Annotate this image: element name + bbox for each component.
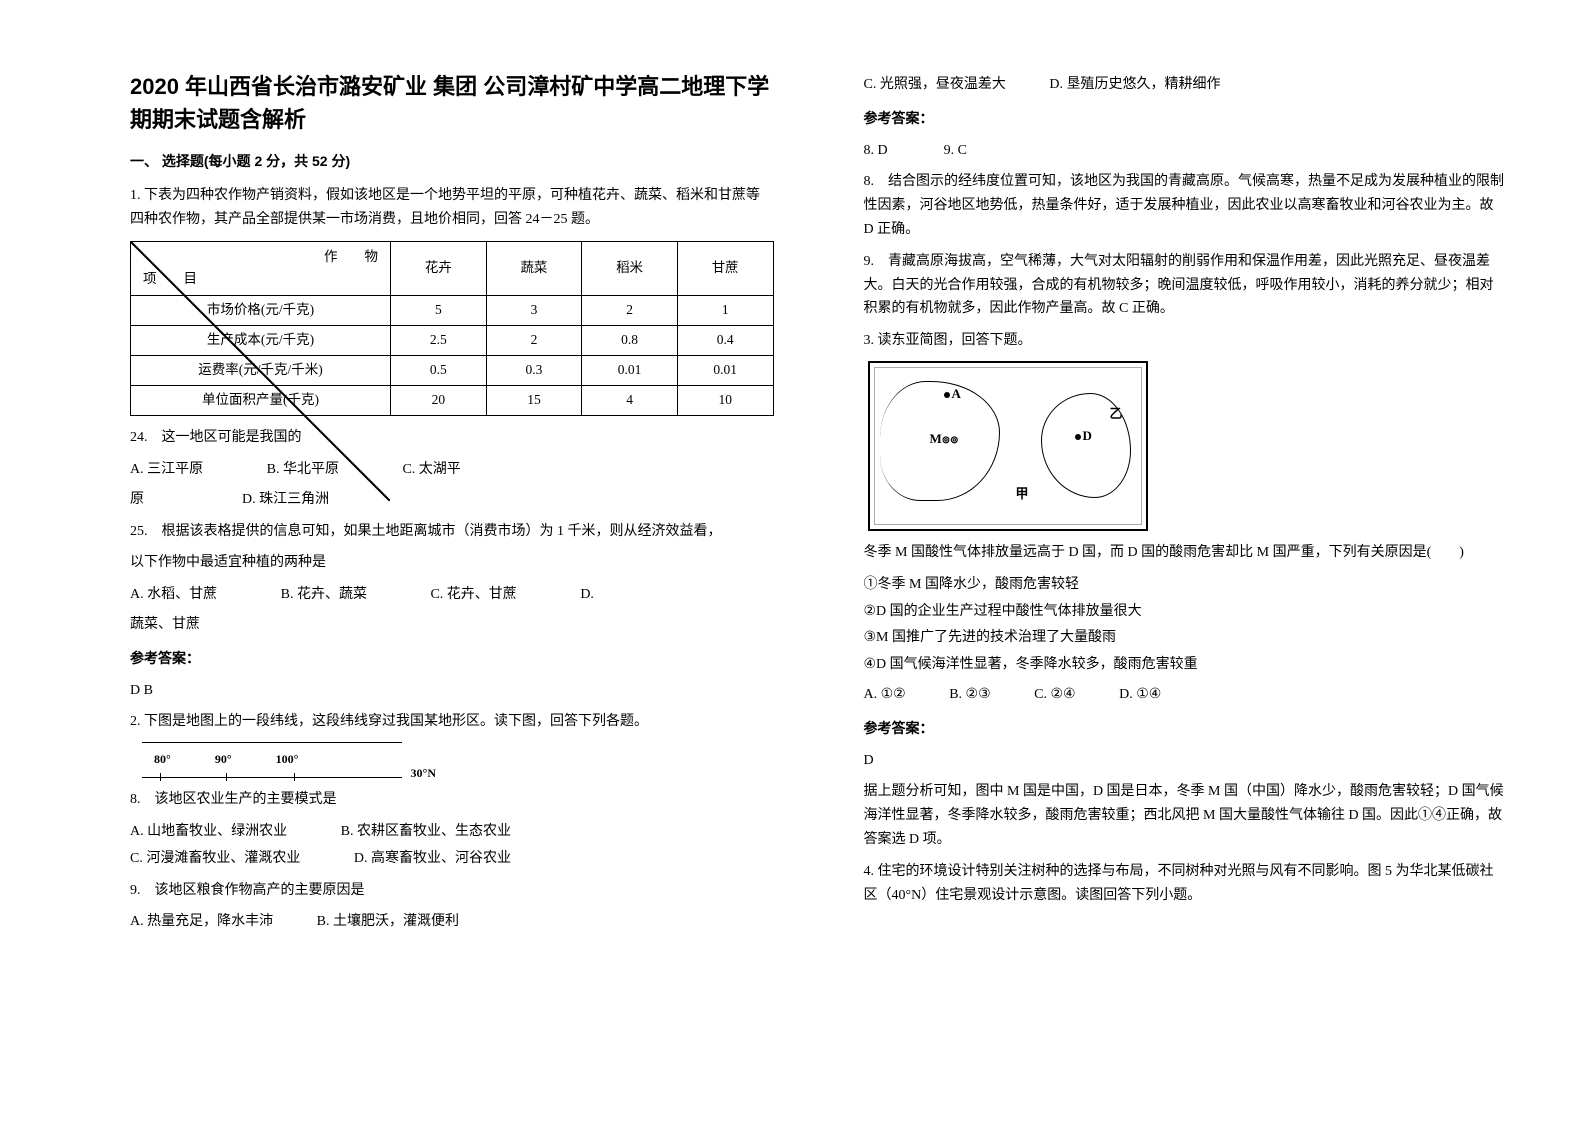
cell: 0.8 <box>582 326 678 356</box>
opt-d: D. ①④ <box>1119 683 1161 707</box>
latitude-figure: 80° 90° 100° 30°N <box>130 742 774 778</box>
page-title: 2020 年山西省长治市潞安矿业 集团 公司漳村矿中学高二地理下学期期末试题含解… <box>130 70 774 136</box>
q2-stem: 2. 下图是地图上的一段纬线，这段纬线穿过我国某地形区。读下图，回答下列各题。 <box>130 710 774 734</box>
map-label-yi: 乙 <box>1110 403 1123 425</box>
q4-stem: 4. 住宅的环境设计特别关注树种的选择与布局，不同树种对光照与风有不同影响。图 … <box>864 860 1508 908</box>
q2-answer: 8. D 9. C <box>864 139 1508 163</box>
opt-c: C. 光照强，昼夜温差大 <box>864 73 1006 97</box>
cell: 10 <box>677 386 773 416</box>
cell: 1 <box>677 296 773 326</box>
q1-answer: D B <box>130 679 774 703</box>
cell: 0.01 <box>582 356 678 386</box>
cell: 0.3 <box>486 356 582 386</box>
opt-b: B. ②③ <box>949 683 990 707</box>
cell: 4 <box>582 386 678 416</box>
cell: 0.4 <box>677 326 773 356</box>
east-asia-map: A M⊚⊚ D 甲 乙 <box>868 361 1148 531</box>
corner-bottom-label: 项 目 <box>143 268 197 291</box>
opt-c: C. ②④ <box>1034 683 1075 707</box>
q9-stem: 9. 该地区粮食作物高产的主要原因是 <box>130 879 774 903</box>
cell: 2 <box>486 326 582 356</box>
opt-b: B. 土壤肥沃，灌溉便利 <box>317 914 459 929</box>
answer-heading: 参考答案： <box>130 647 774 671</box>
cell: 5 <box>391 296 487 326</box>
q9-opts-line2: C. 光照强，昼夜温差大 D. 垦殖历史悠久，精耕细作 <box>864 73 1508 97</box>
opt-c: C. 花卉、甘蔗 <box>430 583 516 607</box>
map-label-m: M⊚⊚ <box>930 428 959 450</box>
opt-a: A. ①② <box>864 683 906 707</box>
col-h: 花卉 <box>391 242 487 296</box>
opt-d: D. <box>580 583 594 607</box>
opt-a: A. 水稻、甘蔗 <box>130 583 217 607</box>
q3-s1: ①冬季 M 国降水少，酸雨危害较轻 <box>864 573 1508 597</box>
q9-opts-line1: A. 热量充足，降水丰沛 B. 土壤肥沃，灌溉便利 <box>130 910 774 934</box>
answer-heading: 参考答案： <box>864 717 1508 741</box>
opt-b: B. 花卉、蔬菜 <box>281 583 367 607</box>
q1-stem: 1. 下表为四种农作物产销资料，假如该地区是一个地势平坦的平原，可种植花卉、蔬菜… <box>130 184 774 232</box>
q25-options: A. 水稻、甘蔗 B. 花卉、蔬菜 C. 花卉、甘蔗 D. <box>130 583 774 607</box>
cell: 0.5 <box>391 356 487 386</box>
answer-heading: 参考答案： <box>864 107 1508 131</box>
col-h: 稻米 <box>582 242 678 296</box>
q8-opts-line1: A. 山地畜牧业、绿洲农业 B. 农耕区畜牧业、生态农业 <box>130 820 774 844</box>
col-h: 蔬菜 <box>486 242 582 296</box>
opt-c: C. 河漫滩畜牧业、灌溉农业 <box>130 847 300 871</box>
map-label-jia: 甲 <box>1016 483 1029 505</box>
q3-answer: D <box>864 749 1508 773</box>
lat-30n: 30°N <box>411 763 436 783</box>
cell: 20 <box>391 386 487 416</box>
opt-c: C. 太湖平 <box>402 458 460 482</box>
q8-explanation: 8. 结合图示的经纬度位置可知，该地区为我国的青藏高原。气候高寒，热量不足成为发… <box>864 170 1508 241</box>
cell: 2.5 <box>391 326 487 356</box>
map-label-a: A <box>944 383 961 405</box>
opt-d: D. 高寒畜牧业、河谷农业 <box>354 851 511 866</box>
q25-options-line2: 蔬菜、甘蔗 <box>130 613 774 637</box>
q3-s4: ④D 国气候海洋性显著，冬季降水较多，酸雨危害较重 <box>864 653 1508 677</box>
opt-a: A. 热量充足，降水丰沛 <box>130 910 273 934</box>
lon-80: 80° <box>154 749 171 769</box>
q9-explanation: 9. 青藏高原海拔高，空气稀薄，大气对太阳辐射的削弱作用和保温作用差，因此光照充… <box>864 250 1508 321</box>
section-heading: 一、 选择题(每小题 2 分，共 52 分) <box>130 150 774 174</box>
opt-b: B. 农耕区畜牧业、生态农业 <box>341 824 511 839</box>
cell: 2 <box>582 296 678 326</box>
corner-top-label: 作 物 <box>324 246 378 269</box>
q8-stem: 8. 该地区农业生产的主要模式是 <box>130 788 774 812</box>
q8-opts-line2: C. 河漫滩畜牧业、灌溉农业 D. 高寒畜牧业、河谷农业 <box>130 847 774 871</box>
lon-90: 90° <box>215 749 232 769</box>
q3-explanation: 据上题分析可知，图中 M 国是中国，D 国是日本，冬季 M 国（中国）降水少，酸… <box>864 780 1508 851</box>
q3-body: 冬季 M 国酸性气体排放量远高于 D 国，而 D 国的酸雨危害却比 M 国严重，… <box>864 541 1508 565</box>
col-h: 甘蔗 <box>677 242 773 296</box>
table-corner: 作 物 项 目 <box>131 242 391 296</box>
q3-s2: ②D 国的企业生产过程中酸性气体排放量很大 <box>864 600 1508 624</box>
cell: 0.01 <box>677 356 773 386</box>
q3-stem: 3. 读东亚简图，回答下题。 <box>864 329 1508 353</box>
q25-stem-b: 以下作物中最适宜种植的两种是 <box>130 551 774 575</box>
q3-options: A. ①② B. ②③ C. ②④ D. ①④ <box>864 683 1508 707</box>
opt-d: D. 垦殖历史悠久，精耕细作 <box>1049 77 1220 92</box>
cell: 15 <box>486 386 582 416</box>
q3-s3: ③M 国推广了先进的技术治理了大量酸雨 <box>864 626 1508 650</box>
lon-100: 100° <box>276 749 299 769</box>
opt-a: A. 山地畜牧业、绿洲农业 <box>130 820 287 844</box>
q25-stem: 25. 根据该表格提供的信息可知，如果土地距离城市（消费市场）为 1 千米，则从… <box>130 520 774 544</box>
map-label-d: D <box>1075 425 1092 447</box>
cell: 3 <box>486 296 582 326</box>
q1-table: 作 物 项 目 花卉 蔬菜 稻米 甘蔗 市场价格(元/千克) 5 3 2 1 生… <box>130 241 774 416</box>
